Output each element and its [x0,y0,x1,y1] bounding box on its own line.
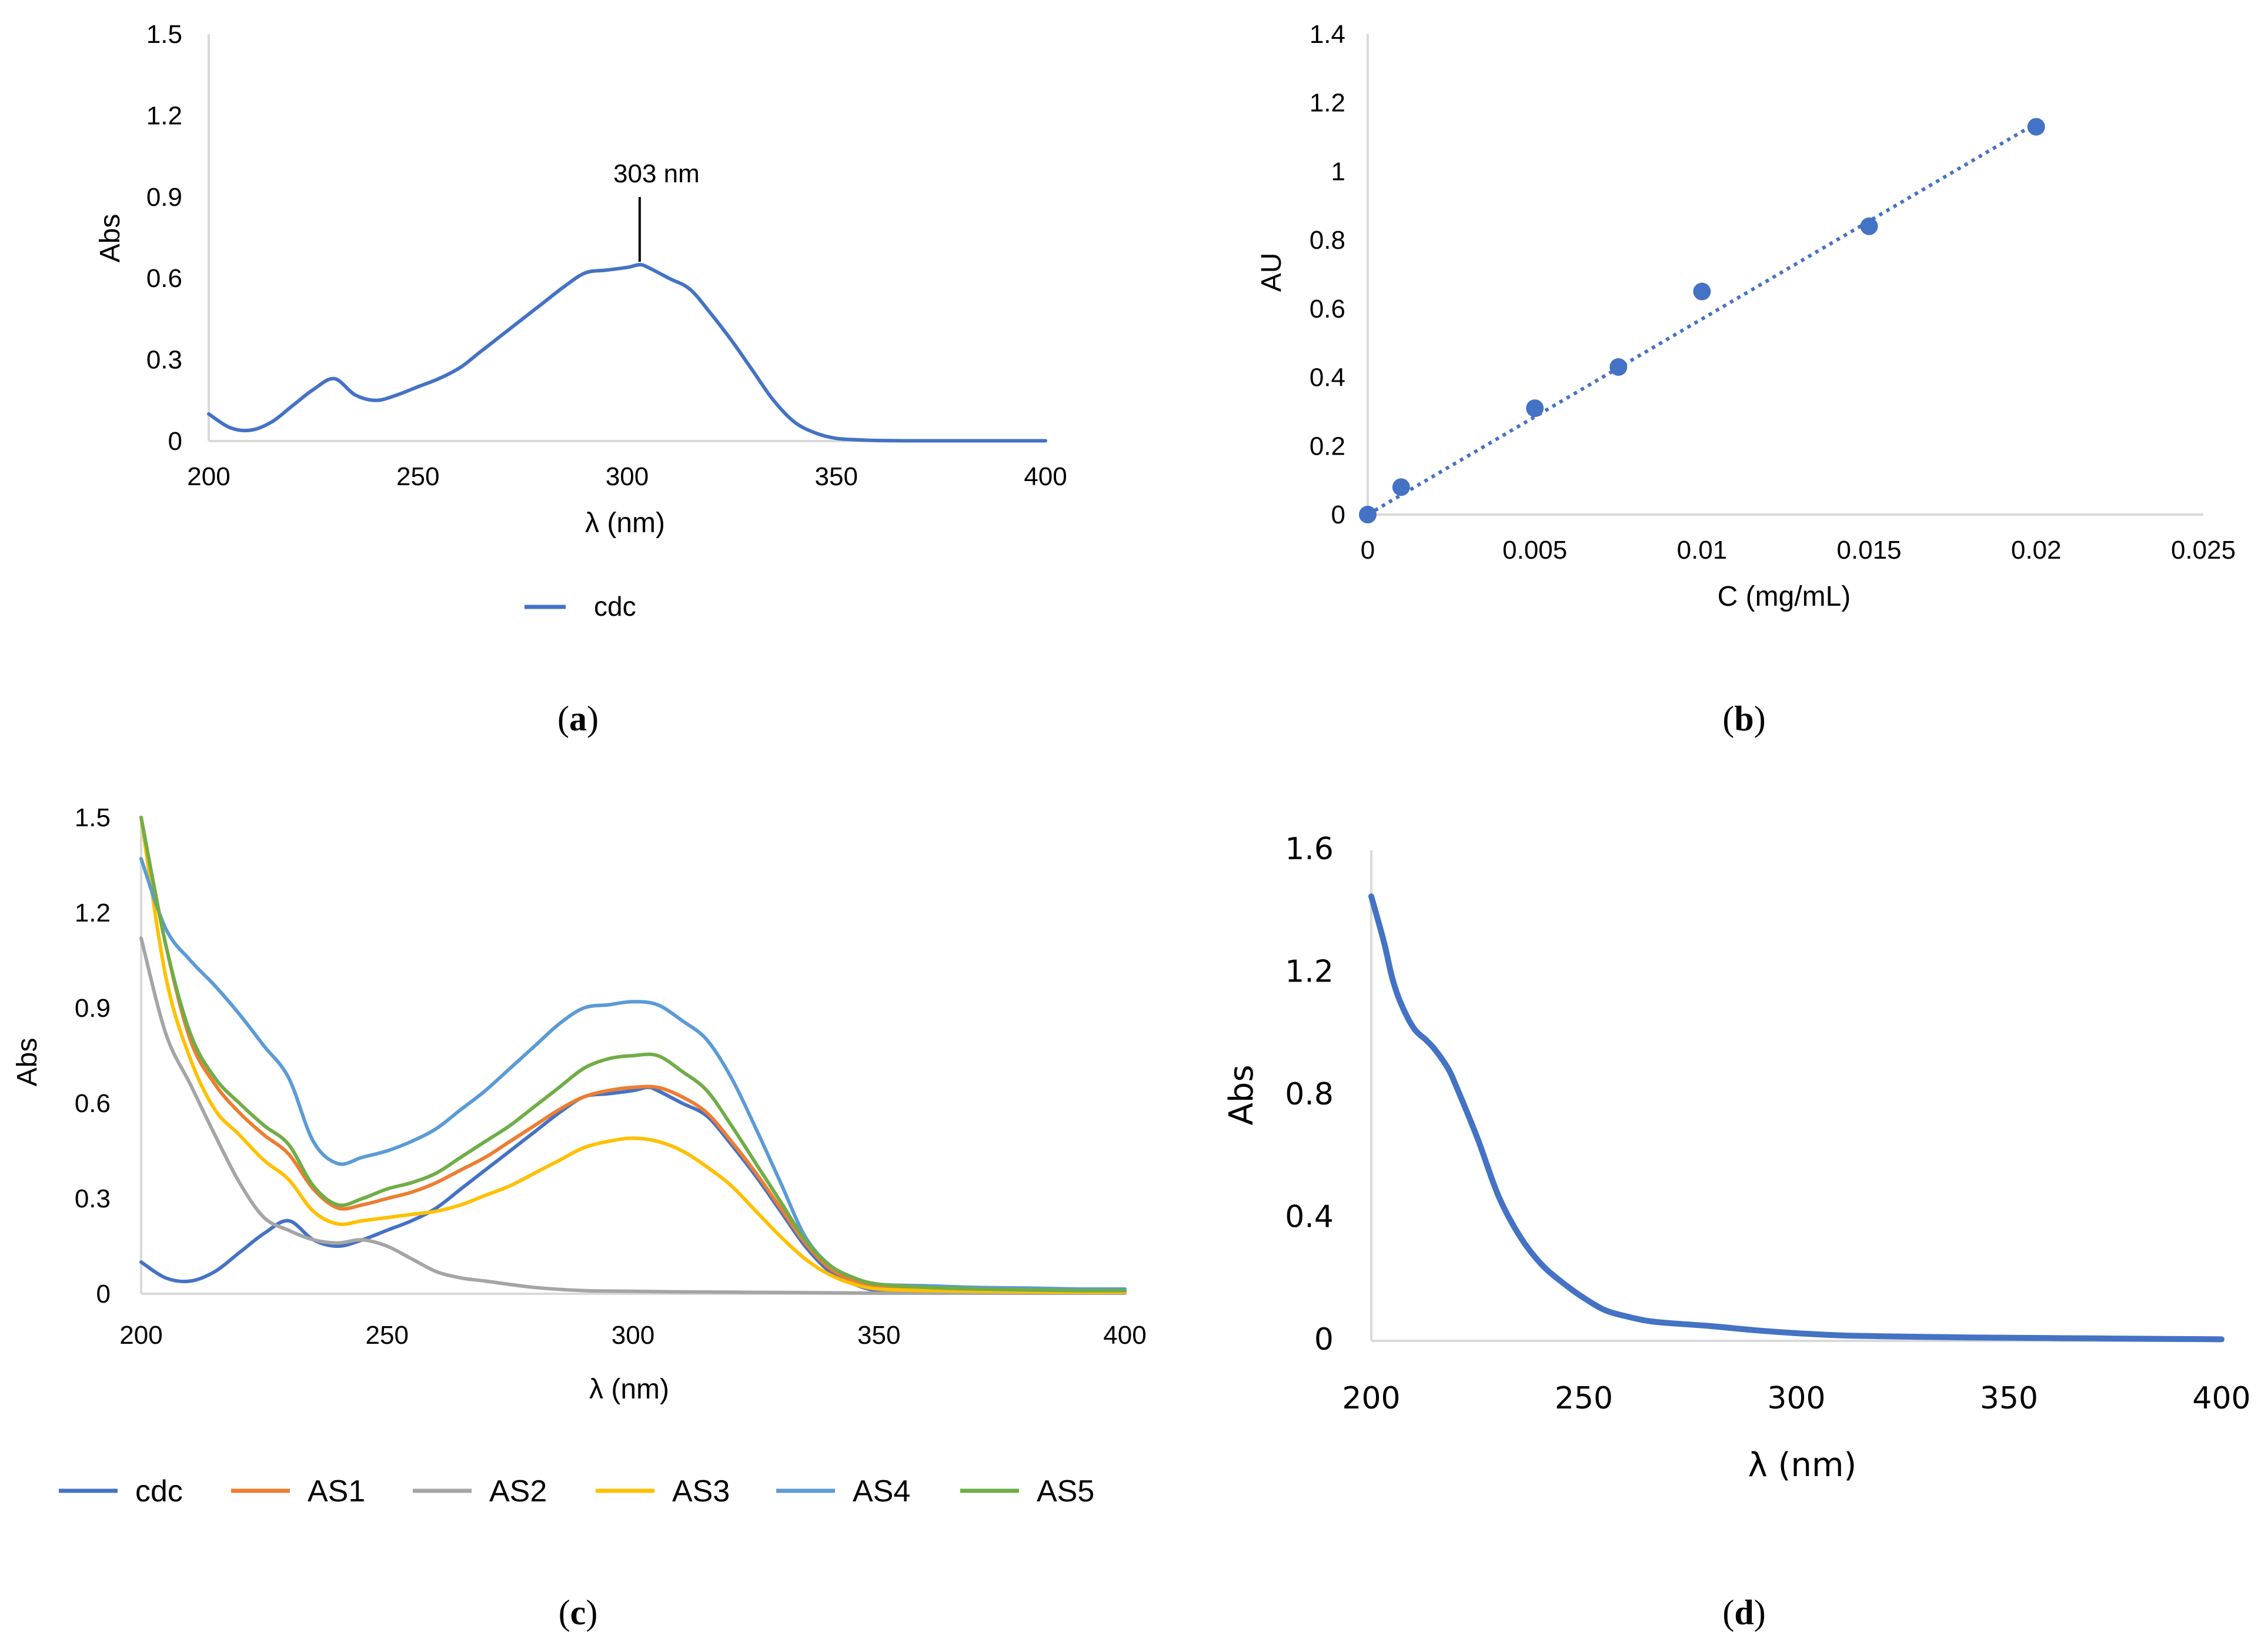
panel-c-series-as4 [139,857,1127,1291]
panel-d-series-cdc [1368,893,2224,1343]
panel-a-legend-label: cdc [594,591,636,622]
panel-c-legend-label-cdc: cdc [135,1474,183,1508]
panel-a-caption-letter: a [569,699,587,738]
panel-a-y-tick-label: 0.3 [146,346,182,375]
panel-a-y-tick-label: 0.6 [146,264,182,293]
panel-b: AU C (mg/mL) (b) 0 0.005 0.01 0.015 0.02 0.02… [1256,20,2236,738]
panel-a-y-tick-label: 1.5 [146,20,182,49]
panel-a-ylabel: Abs [95,214,126,263]
panel-b-xlabel: C (mg/mL) [1718,581,1851,612]
panel-a-caption: (a) [557,699,599,738]
panel-c-x-tick-label: 250 [366,1321,409,1350]
panel-b-data-point [2027,118,2045,136]
peak-annotation: 303 nm [613,159,700,188]
panel-b-data-point [1609,358,1628,376]
panel-d-x-tick-label: 300 [1767,1381,1825,1416]
panel-c-y-tick-label: 0.6 [75,1089,111,1118]
panel-b-data-point [1526,399,1544,418]
panel-d-caption-letter: d [1734,1593,1753,1632]
panel-b-y-tick-label: 1 [1331,157,1345,186]
panel-b-caption: (b) [1722,699,1765,738]
panel-b-y-tick-label: 0.4 [1310,363,1345,392]
panel-c-series-as1 [139,816,1127,1294]
panel-a-x-tick-label: 200 [187,462,230,491]
panel-c-y-tick-label: 1.2 [75,899,111,927]
panel-b-ylabel: AU [1256,253,1287,292]
panel-c-y-tick-label: 0 [96,1280,111,1308]
panel-a-y-tick-label: 0.9 [146,183,182,212]
panel-b-data-point [1860,217,1878,235]
panel-b-x-tick-label: 0 [1361,536,1375,565]
panel-b-y-tick-label: 1.4 [1310,20,1345,49]
panel-b-x-tick-label: 0.025 [2171,536,2236,565]
panel-b-y-tick-label: 1.2 [1310,89,1345,118]
panel-d-y-tick-label: 0 [1314,1322,1334,1357]
panel-b-y-tick-label: 0.6 [1310,295,1345,323]
panel-a-series-cdc [207,263,1047,443]
panel-b-x-tick-label: 0.005 [1502,536,1567,565]
panel-b-data-point [1392,478,1410,496]
panel-c-xlabel: λ (nm) [589,1374,669,1405]
panel-b-x-tick-label: 0.02 [2011,536,2062,565]
panel-d-caption: (d) [1722,1593,1765,1632]
panel-d-x-tick-label: 250 [1555,1381,1613,1416]
panel-d-x-tick-label: 350 [1980,1381,2038,1416]
panel-c-x-tick-label: 350 [857,1321,900,1350]
panel-d-y-tick-label: 0.4 [1285,1200,1334,1235]
panel-d-y-tick-label: 1.2 [1285,954,1334,990]
panel-d-x-tick-label: 200 [1342,1381,1400,1416]
panel-a-y-tick-label: 1.2 [146,101,182,130]
panel-c-series-cdc [139,1086,1127,1295]
panel-a-x-tick-label: 400 [1024,462,1067,491]
panel-b-x-tick-label: 0.015 [1837,536,1902,565]
panel-c-ylabel: Abs [12,1038,43,1087]
panel-b-y-tick-label: 0.2 [1310,432,1345,460]
panel-c-x-tick-label: 200 [119,1321,162,1350]
panel-b-y-tick-label: 0 [1331,500,1345,529]
panel-c-series-as3 [139,816,1127,1294]
panel-b-y-tick-label: 0.8 [1310,226,1345,255]
panel-c-y-tick-label: 1.5 [75,803,111,832]
panel-a-y-tick-label: 0 [168,427,182,456]
panel-d-y-tick-label: 1.6 [1285,832,1334,867]
panel-d-y-tick-label: 0.8 [1285,1077,1334,1112]
panel-a-x-tick-label: 250 [396,462,439,491]
panel-b-caption-letter: b [1734,699,1753,738]
panel-b-x-tick-label: 0.01 [1677,536,1728,565]
panel-a-xlabel: λ (nm) [585,508,665,539]
panel-c-legend-label-as3: AS3 [672,1474,730,1508]
panel-c-y-tick-label: 0.3 [75,1184,111,1213]
panel-b-trendline [1367,122,2037,516]
panel-b-data-point [1359,506,1377,523]
panel-d: Abs λ (nm) (d) 200 250 300 350 400 0 0.4 0.8 1.2… [1222,832,2251,1632]
panel-c-legend: cdc AS1 AS2 AS3 AS4 AS5 [59,1474,1094,1508]
panel-c-caption-letter: c [570,1593,586,1632]
panel-c-legend-label-as4: AS4 [853,1474,910,1508]
panel-c-legend-label-as1: AS1 [308,1474,365,1508]
panel-c-legend-label-as5: AS5 [1037,1474,1094,1508]
panel-d-ylabel: Abs [1222,1064,1261,1125]
panel-a-x-tick-label: 300 [606,462,649,491]
panel-c-x-tick-label: 400 [1103,1321,1146,1350]
panel-a-x-tick-label: 350 [815,462,858,491]
panel-c: Abs λ (nm) cdc AS1 AS2 AS3 AS4 AS5 (c) 200 250… [12,803,1147,1632]
panel-c-series-as2 [139,936,1127,1295]
panel-d-x-tick-label: 400 [2192,1381,2250,1416]
panel-c-legend-label-as2: AS2 [489,1474,547,1508]
panel-a: Abs λ (nm) 303 nm cdc (a) 200 250 300 350 40… [95,20,1067,738]
panel-c-caption: (c) [559,1593,598,1632]
panel-c-x-tick-label: 300 [612,1321,654,1350]
panel-b-data-point [1693,282,1711,301]
panel-d-xlabel: λ (nm) [1748,1446,1857,1484]
panel-c-series-as5 [139,816,1127,1293]
panel-c-y-tick-label: 0.9 [75,994,111,1023]
